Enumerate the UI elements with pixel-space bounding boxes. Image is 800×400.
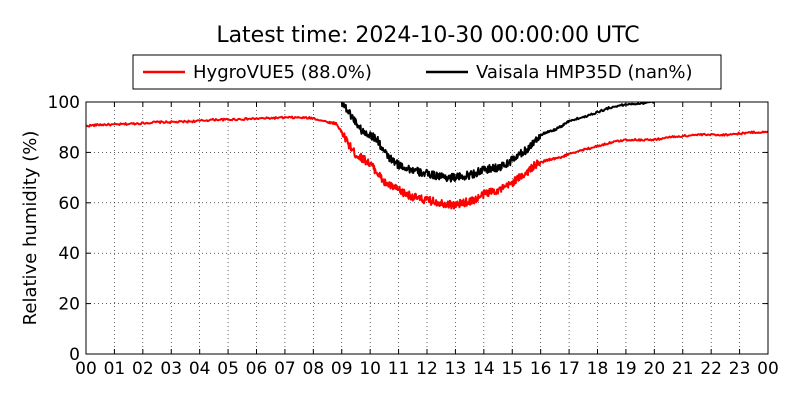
series-line-vaisala (340, 102, 655, 183)
x-tick-label: 07 (274, 359, 296, 379)
y-tick-label: 100 (48, 93, 80, 113)
x-tick-label: 22 (700, 359, 722, 379)
y-axis-label: Relative humidity (%) (20, 131, 41, 326)
x-tick-label: 00 (75, 359, 97, 379)
chart-title: Latest time: 2024-10-30 00:00:00 UTC (216, 23, 639, 48)
series-lines (86, 102, 768, 210)
x-tick-label: 18 (587, 359, 609, 379)
x-tick-label: 04 (189, 359, 211, 379)
x-tick-label: 05 (217, 359, 239, 379)
x-tick-label: 23 (729, 359, 751, 379)
plot-frame (85, 101, 769, 355)
x-tick-label: 13 (445, 359, 467, 379)
x-tick-label: 10 (359, 359, 381, 379)
x-tick-label: 19 (615, 359, 637, 379)
x-tick-label: 16 (530, 359, 552, 379)
x-tick-label: 00 (757, 359, 779, 379)
legend-label-vaisala: Vaisala HMP35D (nan%) (476, 62, 693, 83)
y-tick-label: 60 (58, 194, 80, 214)
x-tick-label: 06 (246, 359, 268, 379)
series-line-hygrovue5 (86, 115, 768, 210)
x-tick-label: 08 (303, 359, 325, 379)
x-tick-label: 20 (644, 359, 666, 379)
x-tick-label: 01 (104, 359, 126, 379)
x-tick-label: 12 (416, 359, 438, 379)
x-tick-label: 09 (331, 359, 353, 379)
y-tick-label: 0 (69, 345, 80, 365)
x-tick-label: 03 (160, 359, 182, 379)
grid (86, 102, 768, 354)
y-tick-label: 80 (58, 143, 80, 163)
axis-ticks: 00 01 02 03 04 05 06 07 08 09 10 11 12 13 14 15 16 17 18 19… (48, 93, 779, 379)
x-tick-label: 11 (388, 359, 410, 379)
y-tick-label: 20 (58, 295, 80, 315)
y-tick-label: 40 (58, 244, 80, 264)
legend: HygroVUE5 (88.0%) Vaisala HMP35D (nan%) (132, 54, 722, 90)
x-tick-label: 21 (672, 359, 694, 379)
legend-label-hygrovue5: HygroVUE5 (88.0%) (193, 62, 372, 83)
x-tick-label: 14 (473, 359, 495, 379)
x-tick-label: 17 (558, 359, 580, 379)
x-tick-label: 02 (132, 359, 154, 379)
x-tick-label: 15 (501, 359, 523, 379)
